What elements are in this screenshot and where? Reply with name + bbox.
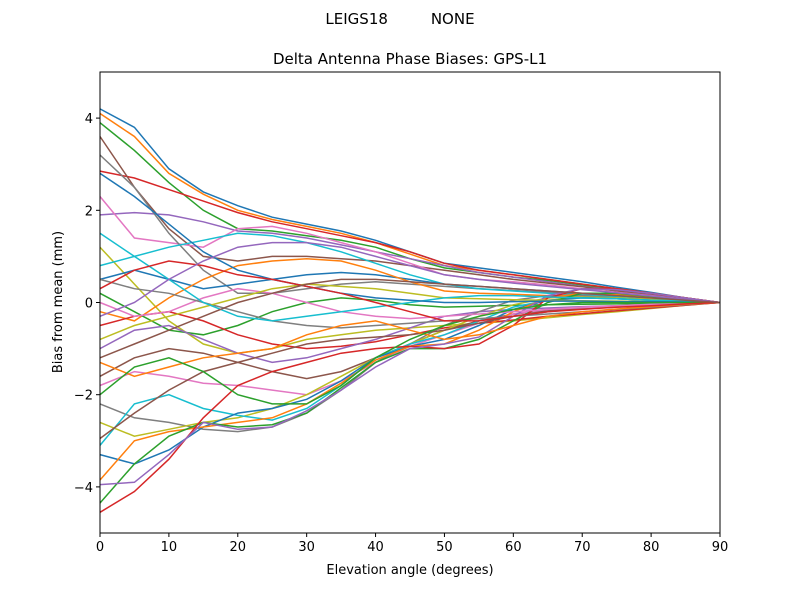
series-line-36 (99, 278, 721, 359)
chart-title: Delta Antenna Phase Biases: GPS-L1 (273, 50, 547, 68)
series-line-32 (99, 301, 721, 378)
series-lines (99, 108, 721, 513)
series-line-34 (99, 260, 721, 322)
x-tick-label: 10 (161, 540, 178, 555)
y-tick-label: 2 (85, 204, 93, 219)
x-tick-label: 70 (574, 540, 591, 555)
x-tick-label: 50 (436, 540, 453, 555)
y-axis-label: Bias from mean (mm) (51, 231, 66, 373)
y-tick-label: −4 (74, 481, 93, 496)
x-tick-label: 40 (367, 540, 384, 555)
series-line-13 (99, 292, 721, 336)
series-line-1 (99, 108, 721, 304)
series-line-10 (99, 232, 721, 304)
series-line-22 (99, 292, 721, 481)
x-tick-label: 30 (298, 540, 315, 555)
series-line-23 (99, 292, 721, 504)
x-tick-label: 0 (96, 540, 104, 555)
figure-suptitle: LEIGS18 NONE (325, 10, 474, 28)
series-line-4 (99, 170, 721, 304)
series-line-30 (99, 232, 721, 322)
series-line-35 (99, 241, 721, 317)
x-tick-label: 60 (505, 540, 522, 555)
x-tick-label: 20 (230, 540, 247, 555)
series-line-18 (99, 294, 721, 433)
x-tick-label: 90 (712, 540, 729, 555)
series-line-8 (99, 154, 721, 304)
y-axis: −4 −2 0 2 4 (74, 112, 100, 496)
series-line-24 (99, 287, 721, 513)
x-axis-label: Elevation angle (degrees) (326, 563, 493, 578)
x-axis: 0 10 20 30 40 50 60 70 80 90 (96, 533, 728, 555)
y-tick-label: −2 (74, 389, 93, 404)
y-tick-label: 0 (85, 297, 93, 312)
series-line-31 (99, 172, 721, 304)
series-line-27 (99, 287, 721, 320)
x-tick-label: 80 (643, 540, 660, 555)
series-line-33 (99, 301, 720, 405)
y-tick-label: 4 (85, 112, 93, 127)
series-line-25 (99, 287, 721, 486)
